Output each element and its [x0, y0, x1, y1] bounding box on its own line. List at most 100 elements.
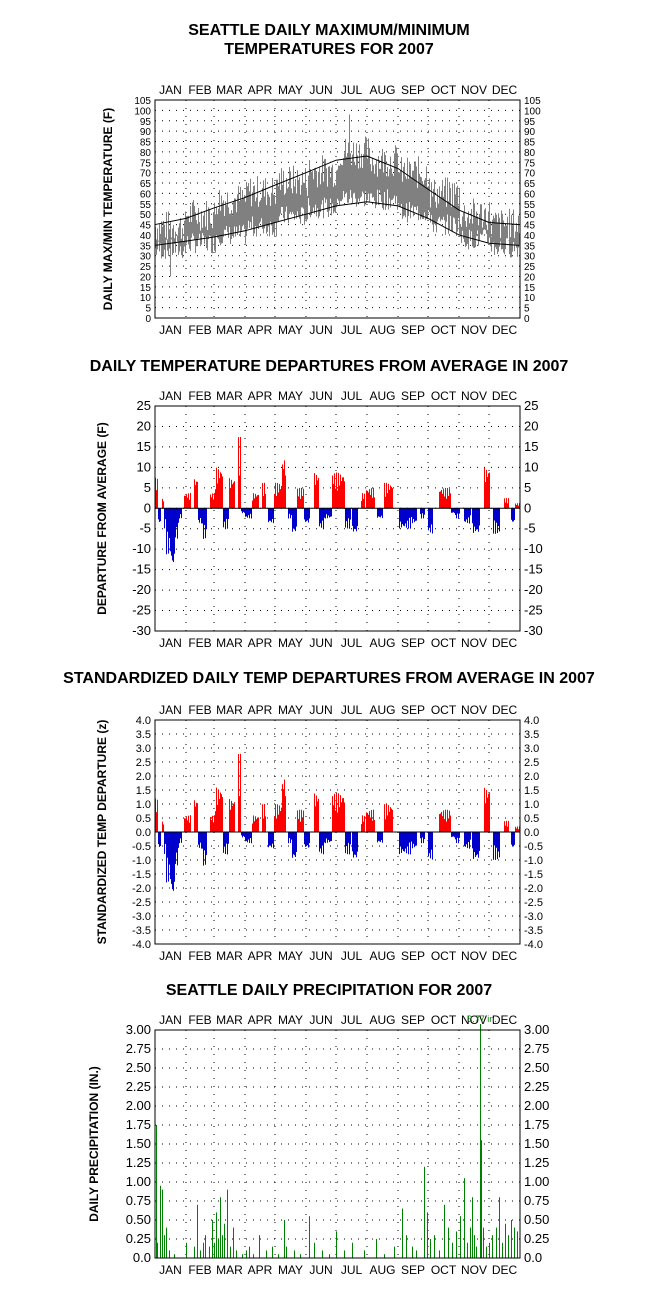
negative-departure-bar — [167, 508, 168, 532]
positive-departure-bar — [334, 473, 335, 509]
negative-departure-bar — [355, 832, 356, 855]
daily-range-bar — [330, 177, 331, 199]
negative-departure-bar — [225, 832, 226, 855]
daily-range-bar — [387, 167, 388, 190]
negative-departure-bar — [402, 832, 403, 850]
precip-bar — [460, 1216, 461, 1258]
daily-range-bar — [336, 170, 337, 208]
negative-departure-bar — [203, 832, 204, 866]
daily-range-bar — [440, 198, 441, 222]
positive-departure-bar — [301, 487, 302, 509]
negative-departure-bar — [467, 832, 468, 849]
daily-range-bar — [363, 154, 364, 194]
y-tick-label-right: 3.00 — [524, 1022, 549, 1037]
daily-range-bar — [512, 225, 513, 252]
positive-departure-bar — [373, 809, 374, 832]
daily-range-bar — [270, 205, 271, 222]
y-tick-label-right: 15 — [524, 283, 536, 294]
y-tick-label-right: 1.75 — [524, 1117, 549, 1132]
daily-range-bar — [271, 192, 272, 226]
daily-range-bar — [237, 194, 238, 235]
negative-departure-bar — [249, 508, 250, 519]
negative-departure-bar — [246, 508, 247, 517]
positive-departure-bar — [239, 796, 240, 832]
positive-departure-bar — [282, 464, 283, 509]
positive-departure-bar — [336, 792, 337, 832]
negative-departure-bar — [465, 508, 466, 522]
negative-departure-bar — [455, 508, 456, 515]
positive-departure-bar — [515, 503, 516, 509]
precip-bar — [402, 1208, 403, 1258]
x-tick-label-top: JUN — [309, 83, 332, 97]
negative-departure-bar — [404, 832, 405, 852]
negative-departure-bar — [166, 832, 167, 883]
precip-bar — [286, 1246, 287, 1258]
daily-range-bar — [201, 211, 202, 245]
daily-range-bar — [251, 206, 252, 230]
precip-bar — [162, 1189, 163, 1258]
positive-departure-bar — [389, 811, 390, 832]
precip-bar — [427, 1212, 428, 1258]
positive-departure-bar — [504, 498, 505, 509]
negative-departure-bar — [290, 508, 291, 519]
positive-departure-bar — [299, 809, 300, 832]
negative-departure-bar — [354, 832, 355, 855]
negative-departure-bar — [399, 832, 400, 855]
daily-range-bar — [365, 136, 366, 192]
positive-departure-bar — [195, 806, 196, 832]
daily-range-bar — [455, 194, 456, 224]
plot-frame — [154, 1029, 521, 1259]
positive-departure-bar — [195, 485, 196, 509]
negative-departure-bar — [456, 508, 457, 519]
negative-departure-bar — [319, 508, 320, 527]
y-tick-label-left: 100 — [134, 106, 151, 117]
positive-departure-bar — [189, 499, 190, 509]
daily-range-bar — [421, 177, 422, 218]
daily-range-bar — [256, 197, 257, 237]
negative-departure-bar — [497, 832, 498, 860]
positive-departure-bar — [188, 493, 189, 509]
daily-range-bar — [515, 231, 516, 245]
positive-departure-bar — [278, 492, 279, 509]
y-tick-label-left: -3.0 — [132, 911, 151, 923]
x-tick-label-top: SEP — [401, 83, 425, 97]
precip-bar — [294, 1250, 295, 1258]
positive-departure-bar — [338, 793, 339, 832]
daily-range-bar — [467, 217, 468, 244]
daily-range-bar — [327, 186, 328, 212]
precip-bar — [220, 1197, 221, 1258]
negative-departure-bar — [179, 508, 180, 519]
daily-range-bar — [344, 153, 345, 198]
y-tick-label-right: 75 — [524, 158, 536, 169]
negative-departure-bar — [327, 508, 328, 519]
daily-range-bar — [304, 182, 305, 225]
y-tick-label-left: 0.50 — [126, 1212, 151, 1227]
positive-departure-bar — [337, 490, 338, 509]
y-tick-label-right: 95 — [524, 117, 536, 128]
positive-departure-bar — [221, 794, 222, 832]
daily-range-bar — [218, 208, 219, 240]
daily-range-bar — [431, 182, 432, 216]
negative-departure-bar — [247, 832, 248, 843]
daily-range-bar — [269, 196, 270, 237]
negative-departure-bar — [171, 832, 172, 884]
positive-departure-bar — [281, 807, 282, 832]
y-tick-label-right: 0.0 — [524, 1250, 542, 1265]
negative-departure-bar — [416, 508, 417, 521]
daily-range-bar — [413, 170, 414, 217]
daily-range-bar — [300, 194, 301, 224]
precip-bar — [227, 1189, 228, 1258]
negative-departure-bar — [379, 508, 380, 517]
daily-range-bar — [296, 193, 297, 219]
daily-range-bar — [238, 186, 239, 232]
daily-range-bar — [454, 183, 455, 219]
y-tick-label-left: 20 — [140, 272, 152, 283]
precip-bar — [416, 1250, 417, 1258]
negative-departure-bar — [174, 832, 175, 882]
positive-departure-bar — [188, 815, 189, 832]
daily-range-bar — [468, 211, 469, 250]
x-tick-label-top: APR — [248, 389, 273, 403]
negative-departure-bar — [420, 508, 421, 514]
daily-range-bar — [460, 224, 461, 237]
positive-departure-bar — [302, 496, 303, 509]
